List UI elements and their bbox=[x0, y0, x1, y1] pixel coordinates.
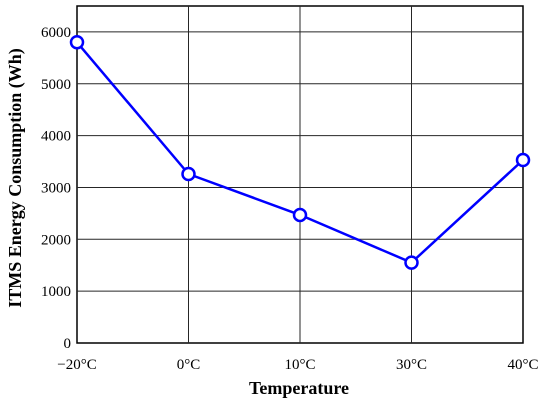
y-tick-label: 4000 bbox=[41, 129, 71, 145]
data-point-marker bbox=[181, 166, 196, 182]
y-tick-label: 1000 bbox=[41, 284, 71, 300]
y-axis-title: ITMS Energy Consumption (Wh) bbox=[5, 48, 26, 308]
y-tick-label: 6000 bbox=[41, 25, 71, 41]
y-tick-label: 3000 bbox=[41, 180, 71, 196]
y-tick-label: 2000 bbox=[41, 232, 71, 248]
y-axis-ticks: 0 1000 2000 3000 4000 5000 6000 bbox=[41, 25, 71, 352]
grid-lines bbox=[77, 6, 523, 343]
data-point-marker bbox=[69, 35, 85, 50]
x-tick-label: 30°C bbox=[396, 357, 427, 373]
data-point-marker bbox=[404, 255, 419, 270]
x-tick-label: 10°C bbox=[284, 357, 315, 373]
x-tick-label: 40°C bbox=[507, 357, 538, 373]
data-series bbox=[69, 35, 531, 270]
x-axis-ticks: −20°C 0°C 10°C 30°C 40°C bbox=[57, 357, 538, 373]
x-tick-label: −20°C bbox=[57, 357, 96, 373]
data-point-marker bbox=[292, 207, 308, 223]
x-axis-title: Temperature bbox=[249, 378, 349, 398]
x-tick-label: 0°C bbox=[177, 357, 201, 373]
y-tick-label: 0 bbox=[64, 336, 72, 352]
y-tick-label: 5000 bbox=[41, 77, 71, 93]
data-point-marker bbox=[515, 152, 531, 168]
